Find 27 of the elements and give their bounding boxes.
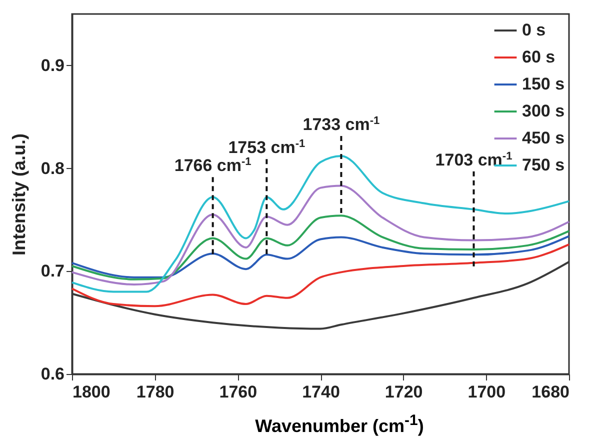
- line-series: [71, 184, 570, 286]
- annotation: 1733 cm$^{-1}$: [302, 114, 380, 134]
- line-series: [71, 214, 570, 280]
- annotation: 1753 cm$^{-1}$: [228, 138, 306, 158]
- legend-label: 450 s: [522, 128, 565, 148]
- line-series: [71, 243, 570, 308]
- x-tick-label: 1720: [384, 382, 423, 402]
- x-tick-label: 1680: [532, 382, 570, 402]
- y-tick-label: 0.8: [40, 158, 64, 178]
- line-series: [71, 235, 570, 278]
- annotation: 1703 cm$^{-1}$: [435, 150, 512, 170]
- legend-label: 0 s: [522, 20, 546, 40]
- legend-label: 300 s: [522, 102, 565, 120]
- annotation: 1766 cm$^{-1}$: [174, 156, 252, 176]
- x-tick-label: 1800: [72, 382, 110, 402]
- x-tick-label: 1700: [468, 382, 506, 402]
- y-tick-label: 0.7: [40, 262, 64, 281]
- x-tick-label: 1760: [219, 382, 258, 402]
- x-tick-label: 1740: [302, 382, 340, 402]
- legend-label: 150 s: [522, 74, 565, 94]
- x-tick-label: 1780: [136, 382, 174, 402]
- legend-label: 750 s: [522, 156, 565, 174]
- y-tick-label: 0.6: [40, 364, 64, 384]
- y-tick-label: 0.9: [40, 56, 64, 75]
- y-axis-title: Intensity (a.u.): [8, 133, 29, 256]
- x-axis-title: Wavenumber (cm$^{-1}$): [254, 412, 425, 437]
- legend-label: 60 s: [522, 48, 556, 66]
